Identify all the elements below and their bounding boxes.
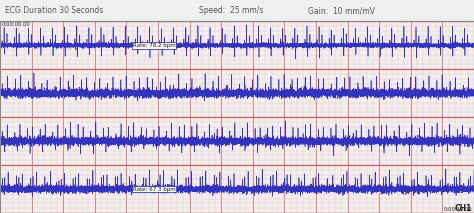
Text: 0:00:30.00: 0:00:30.00 (444, 207, 472, 212)
Text: Gain:  10 mm/mV: Gain: 10 mm/mV (308, 6, 375, 15)
Text: Speed:  25 mm/s: Speed: 25 mm/s (199, 6, 264, 15)
Text: ECG Duration 30 Seconds: ECG Duration 30 Seconds (5, 6, 103, 15)
Text: Rate: 78.2 bpm: Rate: 78.2 bpm (133, 43, 175, 48)
Text: 0:00:00.00: 0:00:00.00 (2, 22, 31, 27)
Text: CH1: CH1 (455, 204, 472, 213)
Text: Rate: 67.3 bpm: Rate: 67.3 bpm (133, 187, 175, 191)
